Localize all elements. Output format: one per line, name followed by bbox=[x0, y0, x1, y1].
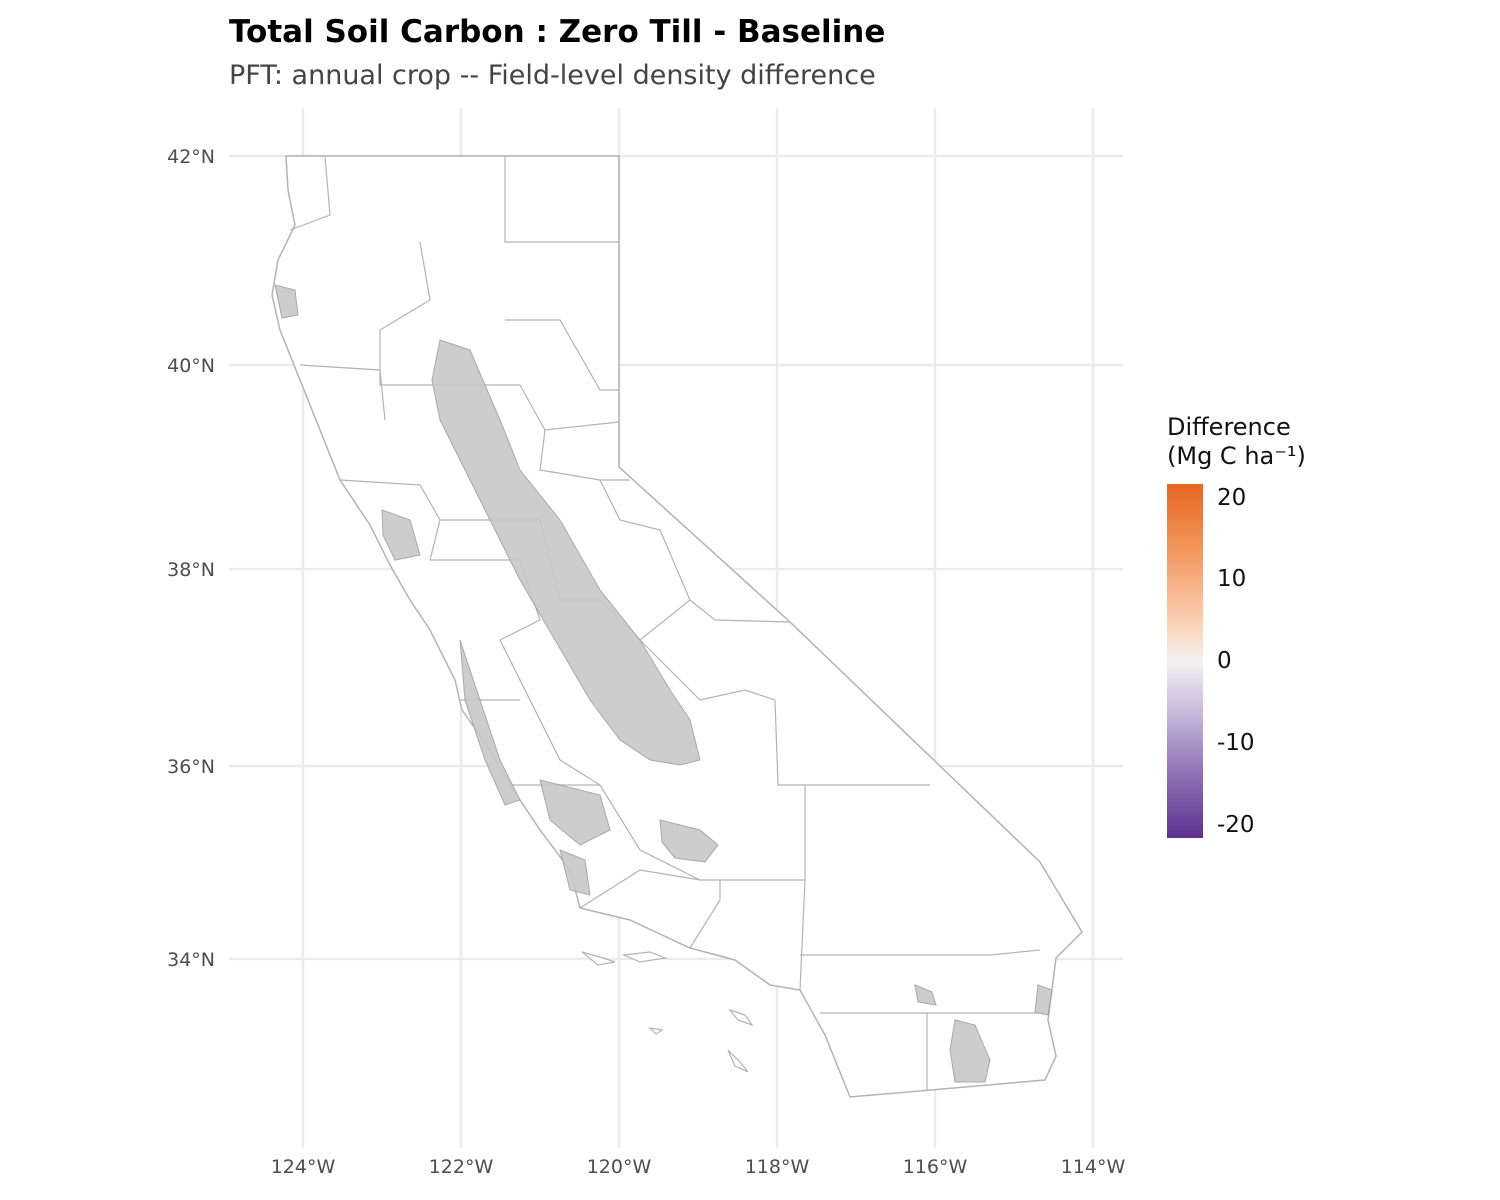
lat-tick-34: 34°N bbox=[167, 949, 215, 971]
chart-title: Total Soil Carbon : Zero Till - Baseline bbox=[229, 14, 886, 50]
lon-tick-124: 124°W bbox=[271, 1156, 336, 1178]
legend-label-0: 0 bbox=[1217, 648, 1232, 674]
chart-subtitle: PFT: annual crop -- Field-level density … bbox=[229, 60, 876, 91]
lat-tick-38: 38°N bbox=[167, 559, 215, 581]
legend-label-neg10: -10 bbox=[1217, 730, 1255, 756]
lat-tick-labels: 42°N 40°N 38°N 36°N 34°N bbox=[167, 146, 215, 971]
lon-tick-114: 114°W bbox=[1061, 1156, 1126, 1178]
lon-tick-116: 116°W bbox=[903, 1156, 968, 1178]
county-lines bbox=[289, 155, 1045, 1090]
state-outline bbox=[271, 155, 1083, 1098]
legend-label-neg20: -20 bbox=[1217, 812, 1255, 838]
legend-title-line2: (Mg C ha⁻¹) bbox=[1167, 442, 1306, 470]
lat-tick-36: 36°N bbox=[167, 756, 215, 778]
legend-title-line1: Difference bbox=[1167, 413, 1291, 441]
lon-tick-labels: 124°W 122°W 120°W 118°W 116°W 114°W bbox=[271, 1156, 1126, 1178]
lon-tick-122: 122°W bbox=[429, 1156, 494, 1178]
legend-title: Difference (Mg C ha⁻¹) bbox=[1167, 413, 1306, 471]
field-polygons bbox=[274, 284, 1053, 1083]
legend-label-10: 10 bbox=[1217, 566, 1247, 592]
lat-tick-42: 42°N bbox=[167, 146, 215, 168]
lon-tick-118: 118°W bbox=[745, 1156, 810, 1178]
lat-tick-40: 40°N bbox=[167, 355, 215, 377]
legend-label-20: 20 bbox=[1217, 485, 1247, 511]
channel-islands bbox=[581, 951, 754, 1073]
legend-colorbar bbox=[1167, 484, 1203, 838]
lon-tick-120: 120°W bbox=[587, 1156, 652, 1178]
